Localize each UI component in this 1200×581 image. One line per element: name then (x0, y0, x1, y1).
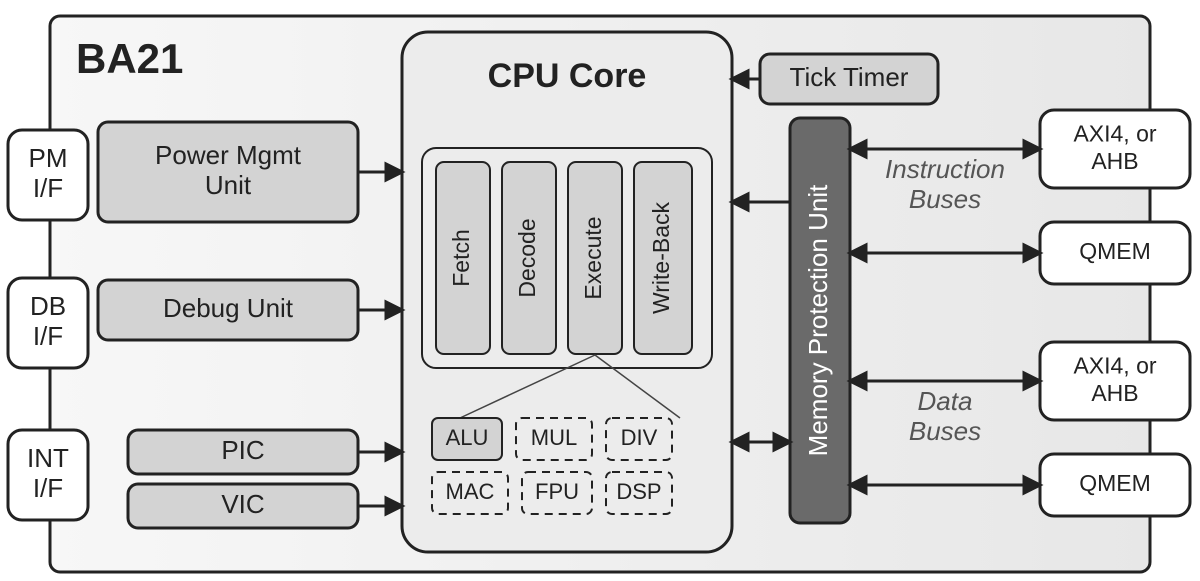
if-box-pm: PMI/F (8, 130, 88, 220)
svg-text:I/F: I/F (33, 473, 63, 503)
svg-text:Execute: Execute (580, 216, 606, 299)
cpu-core: CPU Core Fetch Decode Execute Write-Back ALU M… (402, 32, 732, 552)
svg-text:Tick Timer: Tick Timer (790, 62, 909, 92)
svg-text:MUL: MUL (531, 425, 577, 450)
svg-text:PM: PM (29, 143, 68, 173)
svg-text:AXI4, or: AXI4, or (1073, 120, 1156, 146)
svg-text:I/F: I/F (33, 173, 63, 203)
svg-text:Buses: Buses (909, 416, 981, 446)
pipeline-stage: Write-Back (634, 162, 692, 354)
pipeline-stage: Decode (502, 162, 556, 354)
svg-text:AHB: AHB (1091, 380, 1138, 406)
svg-text:AXI4, or: AXI4, or (1073, 352, 1156, 378)
block-vic: VIC (128, 484, 358, 528)
svg-text:DB: DB (30, 291, 66, 321)
bus-box-dbus_axi: AXI4, orAHB (1040, 342, 1190, 420)
svg-text:PIC: PIC (221, 435, 264, 465)
svg-text:Unit: Unit (205, 170, 252, 200)
block-tick-timer: Tick Timer (760, 54, 938, 104)
svg-text:Instruction: Instruction (885, 154, 1005, 184)
svg-text:CPU Core: CPU Core (488, 57, 647, 95)
svg-text:Write-Back: Write-Back (648, 201, 674, 314)
if-box-int: INTI/F (8, 430, 88, 520)
svg-text:INT: INT (27, 443, 69, 473)
svg-text:DIV: DIV (621, 425, 658, 450)
svg-text:FPU: FPU (535, 479, 579, 504)
svg-text:VIC: VIC (221, 489, 264, 519)
svg-text:ALU: ALU (446, 425, 489, 450)
svg-text:Data: Data (918, 386, 973, 416)
svg-text:BA21: BA21 (76, 35, 183, 82)
chip-title: BA21 (76, 35, 183, 82)
svg-text:QMEM: QMEM (1079, 238, 1151, 264)
svg-text:MAC: MAC (446, 479, 495, 504)
if-box-db: DBI/F (8, 278, 88, 368)
svg-text:Decode: Decode (514, 218, 540, 297)
bus-box-ibus_qmem: QMEM (1040, 222, 1190, 284)
bus-label: DataBuses (909, 386, 981, 446)
svg-text:Debug Unit: Debug Unit (163, 293, 294, 323)
block-debug: Debug Unit (98, 280, 358, 340)
mpu: Memory Protection Unit (790, 118, 850, 523)
svg-text:Fetch: Fetch (448, 229, 474, 287)
svg-text:AHB: AHB (1091, 148, 1138, 174)
bus-box-ibus_axi: AXI4, orAHB (1040, 110, 1190, 188)
svg-text:DSP: DSP (616, 479, 661, 504)
exec-unit: ALU (432, 418, 502, 460)
svg-text:I/F: I/F (33, 321, 63, 351)
svg-text:Buses: Buses (909, 184, 981, 214)
bus-box-dbus_qmem: QMEM (1040, 454, 1190, 516)
block-pmu: Power MgmtUnit (98, 122, 358, 222)
pipeline-stage: Execute (568, 162, 622, 354)
pipeline-stage: Fetch (436, 162, 490, 354)
svg-text:Power Mgmt: Power Mgmt (155, 140, 302, 170)
svg-text:Memory Protection Unit: Memory Protection Unit (803, 184, 833, 456)
svg-text:QMEM: QMEM (1079, 470, 1151, 496)
block-pic: PIC (128, 430, 358, 474)
